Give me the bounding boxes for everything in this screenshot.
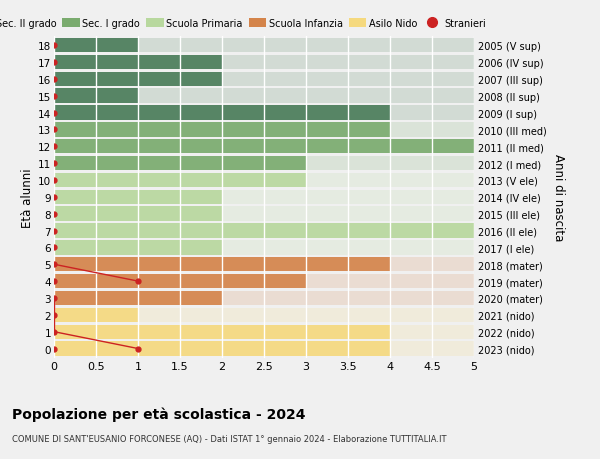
Y-axis label: Età alunni: Età alunni bbox=[21, 168, 34, 227]
Bar bbox=[54, 341, 474, 356]
Bar bbox=[54, 123, 390, 137]
Bar bbox=[54, 190, 222, 205]
Bar bbox=[54, 73, 222, 87]
Bar bbox=[54, 241, 474, 255]
Bar bbox=[54, 257, 390, 272]
Bar bbox=[54, 56, 222, 70]
Bar bbox=[54, 123, 474, 137]
Bar bbox=[54, 207, 222, 221]
Bar bbox=[54, 157, 474, 171]
Bar bbox=[54, 274, 306, 289]
Bar bbox=[54, 308, 474, 322]
Bar bbox=[54, 291, 222, 305]
Bar bbox=[54, 56, 474, 70]
Bar bbox=[54, 274, 474, 289]
Bar bbox=[54, 39, 474, 53]
Text: COMUNE DI SANT'EUSANIO FORCONESE (AQ) - Dati ISTAT 1° gennaio 2024 - Elaborazion: COMUNE DI SANT'EUSANIO FORCONESE (AQ) - … bbox=[12, 434, 446, 443]
Bar bbox=[54, 341, 390, 356]
Bar bbox=[54, 90, 474, 104]
Bar bbox=[54, 325, 474, 339]
Bar bbox=[54, 106, 474, 120]
Bar bbox=[54, 291, 474, 305]
Y-axis label: Anni di nascita: Anni di nascita bbox=[553, 154, 565, 241]
Legend: Sec. II grado, Sec. I grado, Scuola Primaria, Scuola Infanzia, Asilo Nido, Stran: Sec. II grado, Sec. I grado, Scuola Prim… bbox=[0, 19, 485, 28]
Bar bbox=[54, 207, 474, 221]
Bar bbox=[54, 190, 474, 205]
Bar bbox=[54, 308, 138, 322]
Bar bbox=[54, 224, 474, 238]
Bar bbox=[54, 73, 474, 87]
Bar bbox=[54, 174, 306, 188]
Bar bbox=[54, 140, 474, 154]
Bar bbox=[54, 39, 138, 53]
Bar bbox=[54, 90, 138, 104]
Bar bbox=[54, 140, 474, 154]
Bar bbox=[54, 241, 222, 255]
Bar bbox=[54, 157, 306, 171]
Bar bbox=[54, 224, 474, 238]
Bar bbox=[54, 174, 474, 188]
Text: Popolazione per età scolastica - 2024: Popolazione per età scolastica - 2024 bbox=[12, 406, 305, 421]
Bar bbox=[54, 106, 390, 120]
Bar bbox=[54, 325, 390, 339]
Bar bbox=[54, 257, 474, 272]
